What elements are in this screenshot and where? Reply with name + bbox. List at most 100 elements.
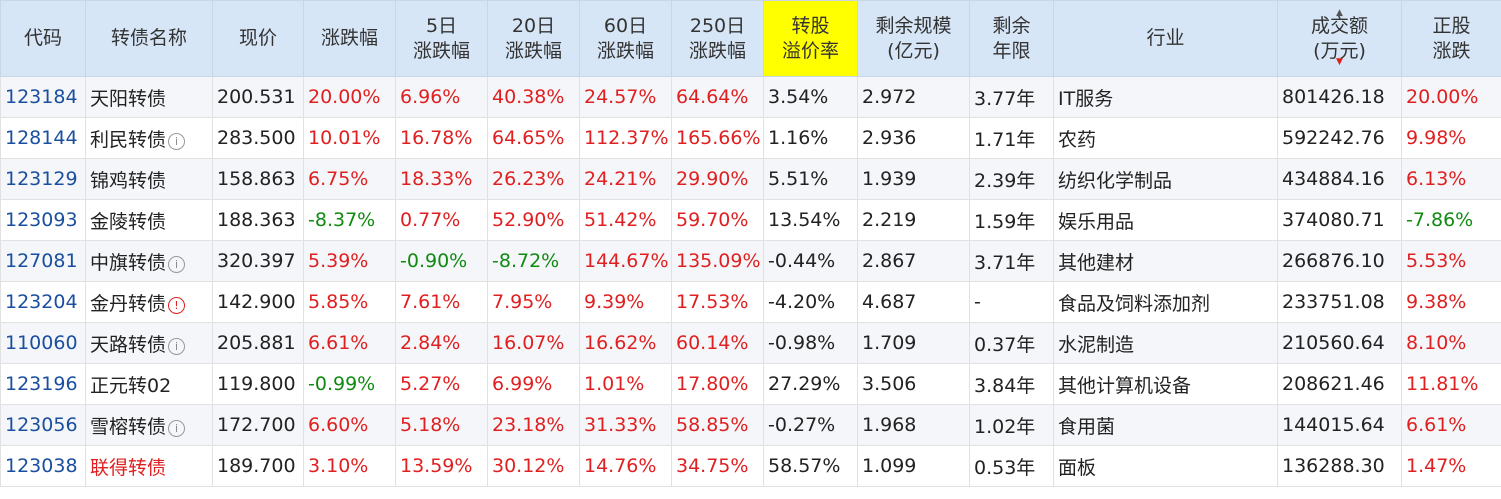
column-header-scale[interactable]: 剩余规模 (亿元) [857, 0, 970, 77]
cell-code[interactable]: 123184 [0, 76, 86, 118]
cell-chg20: 64.65% [487, 117, 580, 159]
cell-chg5: 5.18% [395, 404, 488, 446]
cell-name[interactable]: 天阳转债 [85, 76, 213, 118]
column-header-name[interactable]: 转债名称 [85, 0, 213, 77]
info-icon[interactable]: i [168, 419, 186, 437]
table-row[interactable]: 123038 联得转债 189.700 3.10% 13.59% 30.12% 14.76%… [0, 445, 1501, 487]
table-row[interactable]: 128144 利民转债 i 283.500 10.01% 16.78% 64.65% 112.… [0, 117, 1501, 159]
premium-value: -0.44% [768, 250, 836, 272]
cell-name[interactable]: 天路转债 i [85, 322, 213, 364]
cell-scale: 2.972 [857, 76, 970, 118]
chg20-value: 6.99% [492, 373, 553, 395]
cell-code[interactable]: 110060 [0, 322, 86, 364]
industry-value: 食用菌 [1058, 415, 1116, 438]
cell-name[interactable]: 中旗转债 i [85, 240, 213, 282]
cell-years: 0.53年 [969, 445, 1054, 487]
cell-chg5: 18.33% [395, 158, 488, 200]
cell-name[interactable]: 金陵转债 [85, 199, 213, 241]
column-header-code[interactable]: 代码 [0, 0, 86, 77]
table-row[interactable]: 123056 雪榕转债 i 172.700 6.60% 5.18% 23.18% 31.33%… [0, 404, 1501, 446]
premium-value: 1.16% [768, 127, 829, 149]
cell-years: 1.02年 [969, 404, 1054, 446]
cell-scale: 1.709 [857, 322, 970, 364]
info-icon[interactable]: i [168, 132, 186, 150]
cell-chg60: 16.62% [579, 322, 672, 364]
cell-code[interactable]: 123204 [0, 281, 86, 323]
column-header-price[interactable]: 现价 [212, 0, 304, 77]
table-row[interactable]: 123196 正元转02 119.800 -0.99% 5.27% 6.99% 1.01% 1… [0, 363, 1501, 405]
cell-chg250: 58.85% [671, 404, 764, 446]
years-value: - [974, 291, 981, 313]
sort-desc-icon[interactable]: ▼ [1336, 57, 1343, 67]
cell-name[interactable]: 金丹转债! [85, 281, 213, 323]
table-body: 123184 天阳转债 200.531 20.00% 6.96% 40.38% 24.57%… [0, 76, 1501, 487]
cell-industry: 其他计算机设备 [1053, 363, 1278, 405]
cell-premium: -0.98% [763, 322, 858, 364]
cell-name[interactable]: 联得转债 [85, 445, 213, 487]
cell-code[interactable]: 128144 [0, 117, 86, 159]
table-row[interactable]: 110060 天路转债 i 205.881 6.61% 2.84% 16.07% 16.62%… [0, 322, 1501, 364]
cell-code[interactable]: 123056 [0, 404, 86, 446]
cell-name[interactable]: 利民转债 i [85, 117, 213, 159]
cell-chg: 10.01% [303, 117, 396, 159]
price-value: 142.900 [217, 291, 296, 313]
name-value: 利民转债 [90, 128, 167, 151]
cell-years: 3.77年 [969, 76, 1054, 118]
column-header-industry[interactable]: 行业 [1053, 0, 1278, 77]
price-value: 283.500 [217, 127, 296, 149]
cell-stock_chg: 8.10% [1401, 322, 1501, 364]
cell-stock_chg: 6.13% [1401, 158, 1501, 200]
chg-value: 6.75% [308, 168, 369, 190]
cell-code[interactable]: 123038 [0, 445, 86, 487]
sort-asc-icon[interactable]: ▲ [1336, 8, 1343, 18]
column-header-stock_chg[interactable]: 正股 涨跌 [1401, 0, 1501, 77]
chg250-value: 64.64% [676, 86, 749, 108]
cell-price: 320.397 [212, 240, 304, 282]
name-value: 雪榕转债 [90, 415, 167, 438]
table-row[interactable]: 123184 天阳转债 200.531 20.00% 6.96% 40.38% 24.57%… [0, 76, 1501, 118]
cell-chg60: 31.33% [579, 404, 672, 446]
info-icon[interactable]: i [168, 255, 186, 273]
column-header-chg5[interactable]: 5日 涨跌幅 [395, 0, 488, 77]
column-header-chg60[interactable]: 60日 涨跌幅 [579, 0, 672, 77]
cell-chg5: 2.84% [395, 322, 488, 364]
warning-icon[interactable]: ! [168, 296, 186, 314]
price-value: 200.531 [217, 86, 296, 108]
price-value: 172.700 [217, 414, 296, 436]
cell-volume: 434884.16 [1277, 158, 1402, 200]
table-row[interactable]: 123093 金陵转债 188.363 -8.37% 0.77% 52.90% 51.42%… [0, 199, 1501, 241]
cell-code[interactable]: 123129 [0, 158, 86, 200]
cell-name[interactable]: 雪榕转债 i [85, 404, 213, 446]
info-icon[interactable]: i [168, 337, 186, 355]
cell-premium: -0.27% [763, 404, 858, 446]
column-header-label: (万元) [1313, 39, 1366, 62]
premium-value: -4.20% [768, 291, 836, 313]
column-header-years[interactable]: 剩余 年限 [969, 0, 1054, 77]
cell-name[interactable]: 正元转02 [85, 363, 213, 405]
price-value: 189.700 [217, 455, 296, 477]
cell-name[interactable]: 锦鸡转债 [85, 158, 213, 200]
table-row[interactable]: 123129 锦鸡转债 158.863 6.75% 18.33% 26.23% 24.21%… [0, 158, 1501, 200]
column-header-chg[interactable]: 涨跌幅 [303, 0, 396, 77]
table-row[interactable]: 127081 中旗转债 i 320.397 5.39% -0.90% -8.72% 144.6… [0, 240, 1501, 282]
stock_chg-value: 9.98% [1406, 127, 1467, 149]
chg-value: 20.00% [308, 86, 381, 108]
column-header-chg250[interactable]: 250日 涨跌幅 [671, 0, 764, 77]
industry-value: IT服务 [1058, 87, 1114, 110]
chg250-value: 58.85% [676, 414, 749, 436]
price-value: 320.397 [217, 250, 296, 272]
stock_chg-value: 9.38% [1406, 291, 1467, 313]
cell-code[interactable]: 123196 [0, 363, 86, 405]
cell-code[interactable]: 123093 [0, 199, 86, 241]
years-value: 3.84年 [974, 374, 1036, 397]
column-header-premium[interactable]: 转股 溢价率 [763, 0, 858, 77]
table-row[interactable]: 123204 金丹转债! 142.900 5.85% 7.61% 7.95% 9.39% 17… [0, 281, 1501, 323]
years-value: 1.02年 [974, 415, 1036, 438]
stock_chg-value: 20.00% [1406, 86, 1479, 108]
cell-code[interactable]: 127081 [0, 240, 86, 282]
column-header-volume[interactable]: 成交额 (万元) ▲ ▼ [1277, 0, 1402, 77]
column-header-chg20[interactable]: 20日 涨跌幅 [487, 0, 580, 77]
column-header-label: 涨跌幅 [504, 39, 562, 62]
column-header-label: 涨跌幅 [596, 39, 654, 62]
chg60-value: 14.76% [584, 455, 657, 477]
